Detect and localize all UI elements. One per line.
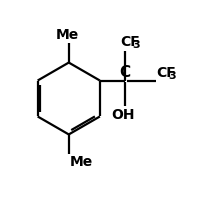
Text: 3: 3 bbox=[168, 71, 176, 81]
Text: C: C bbox=[120, 65, 131, 80]
Text: OH: OH bbox=[112, 108, 135, 122]
Text: 3: 3 bbox=[132, 40, 140, 50]
Text: CF: CF bbox=[156, 66, 176, 80]
Text: Me: Me bbox=[56, 28, 79, 42]
Text: Me: Me bbox=[70, 155, 93, 169]
Text: CF: CF bbox=[120, 35, 140, 49]
